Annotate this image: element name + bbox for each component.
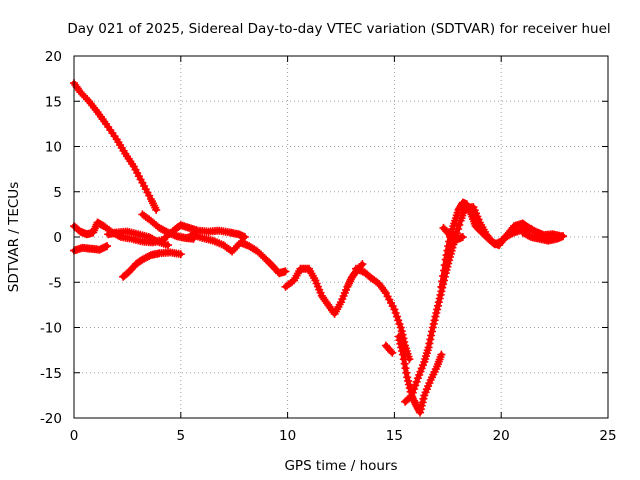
data-point-marker xyxy=(433,305,442,314)
data-point-marker xyxy=(437,282,446,291)
data-point-marker xyxy=(432,309,441,317)
x-tick-label: 5 xyxy=(177,428,186,444)
x-tick-label: 15 xyxy=(386,428,403,444)
data-point-marker xyxy=(358,260,367,269)
data-point-marker xyxy=(398,350,407,359)
data-point-marker xyxy=(380,287,389,296)
data-point-marker xyxy=(403,373,412,382)
data-point-marker xyxy=(396,323,405,332)
data-point-marker xyxy=(387,347,395,356)
data-point-marker xyxy=(152,205,161,214)
data-point-marker xyxy=(176,250,185,259)
data-point-marker xyxy=(437,350,446,359)
data-point-marker xyxy=(407,392,416,401)
data-point-marker xyxy=(434,298,443,307)
data-point-marker xyxy=(103,242,112,251)
chart-title: Day 021 of 2025, Sidereal Day-to-day VTE… xyxy=(67,21,610,37)
data-series xyxy=(70,79,568,417)
y-tick-label: 20 xyxy=(45,49,62,65)
data-point-marker xyxy=(438,277,447,286)
data-point-marker xyxy=(410,385,419,393)
data-point-marker xyxy=(431,312,440,321)
data-point-marker xyxy=(429,319,438,328)
data-series-arc-7 xyxy=(161,221,249,241)
x-tick-label: 10 xyxy=(279,428,296,444)
y-tick-label: -20 xyxy=(40,411,62,427)
data-point-marker xyxy=(406,393,415,402)
data-point-marker xyxy=(395,336,404,345)
data-series-arc-15 xyxy=(439,223,467,244)
data-point-marker xyxy=(408,388,417,397)
data-point-marker xyxy=(440,261,449,270)
data-point-marker xyxy=(436,290,445,299)
y-tick-label: 5 xyxy=(53,185,62,201)
y-tick-label: 15 xyxy=(45,94,62,110)
data-point-marker xyxy=(393,312,401,321)
data-series-arc-9 xyxy=(281,260,367,318)
data-point-marker xyxy=(81,93,90,102)
x-axis-label: GPS time / hours xyxy=(284,458,397,474)
data-point-marker xyxy=(410,398,419,407)
data-series-arc-5 xyxy=(119,248,185,281)
data-point-marker xyxy=(343,282,352,291)
data-point-marker xyxy=(412,377,421,386)
data-point-marker xyxy=(559,232,568,241)
data-point-marker xyxy=(281,267,290,276)
data-series-arc-8 xyxy=(187,230,290,278)
y-tick-label: 0 xyxy=(53,230,62,246)
x-tick-label: 0 xyxy=(70,428,79,444)
data-point-marker xyxy=(399,355,408,364)
data-series-arc-12 xyxy=(394,332,446,417)
y-tick-label: -5 xyxy=(49,275,62,291)
data-point-marker xyxy=(344,281,353,289)
axis-ticks: 0 5 10 15 20 25 -20 -15 -10 -5 0 5 10 15 20 xyxy=(40,49,617,444)
data-point-marker xyxy=(394,316,403,325)
x-tick-label: 25 xyxy=(599,428,616,444)
data-point-marker xyxy=(164,241,172,250)
data-point-marker xyxy=(151,236,160,245)
data-point-marker xyxy=(396,339,405,348)
data-point-marker xyxy=(388,348,397,357)
data-point-marker xyxy=(444,242,453,251)
data-point-marker xyxy=(157,224,166,233)
data-series-arc-3 xyxy=(70,242,112,255)
data-point-marker xyxy=(458,233,467,241)
x-tick-label: 20 xyxy=(493,428,510,444)
data-series-arc-4 xyxy=(104,227,172,250)
data-point-marker xyxy=(397,343,406,352)
data-point-marker xyxy=(455,220,464,229)
data-point-marker xyxy=(443,246,452,255)
y-tick-label: -10 xyxy=(40,321,62,337)
data-point-marker xyxy=(391,309,400,317)
y-tick-label: -15 xyxy=(40,366,62,382)
data-point-marker xyxy=(425,339,434,348)
data-point-marker xyxy=(442,251,451,260)
data-point-marker xyxy=(240,233,249,241)
data-point-marker xyxy=(439,271,448,280)
data-point-marker xyxy=(416,408,424,417)
data-point-marker xyxy=(411,381,420,390)
data-point-marker xyxy=(401,364,410,373)
y-axis-label: SDTVAR / TECUs xyxy=(6,182,22,292)
data-series-arc-11 xyxy=(381,341,397,357)
y-tick-label: 10 xyxy=(45,140,62,156)
data-point-marker xyxy=(427,331,436,340)
data-point-marker xyxy=(428,323,437,332)
data-point-marker xyxy=(402,368,411,377)
data-point-marker xyxy=(404,380,413,389)
data-point-marker xyxy=(426,335,435,344)
data-point-marker xyxy=(390,305,399,314)
data-point-marker xyxy=(395,319,404,328)
data-series-arc-16 xyxy=(518,228,568,245)
